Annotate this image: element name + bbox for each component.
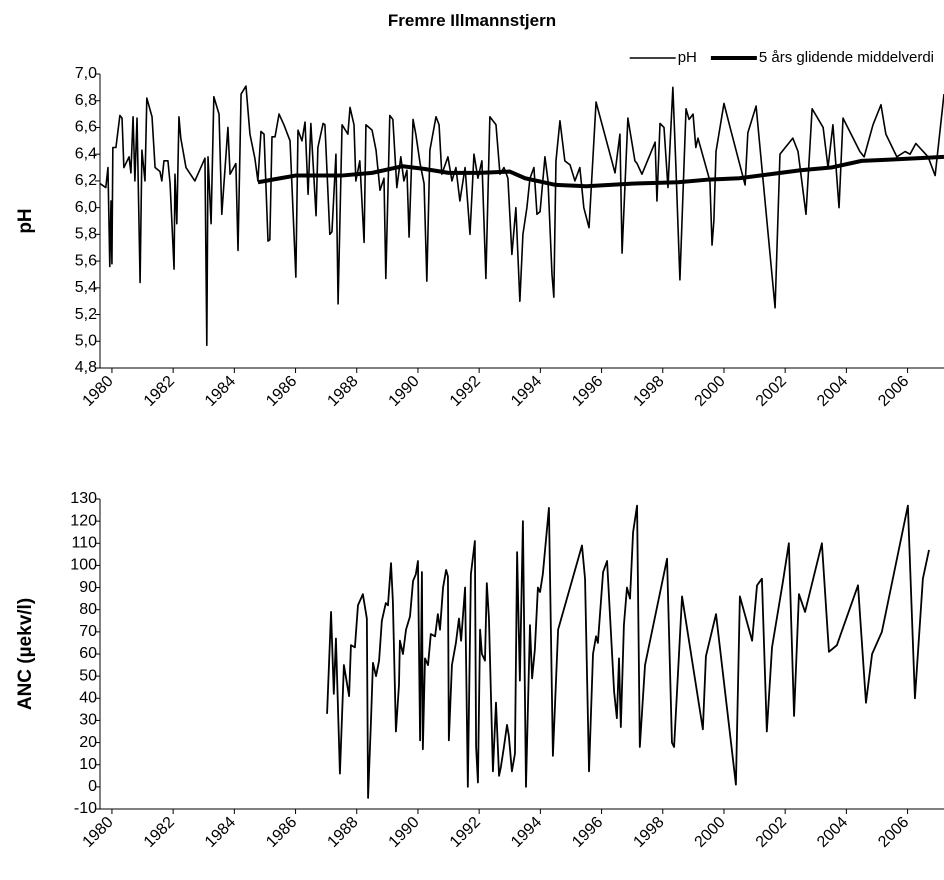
y-tick-label: 70 xyxy=(79,623,97,640)
x-tick-label: 2002 xyxy=(753,373,790,410)
y-tick-label: 4,8 xyxy=(75,359,97,376)
y-tick-label: 20 xyxy=(79,734,97,751)
y-tick-label: 5,0 xyxy=(75,332,97,349)
legend-label: 5 års glidende middelverdi xyxy=(759,49,934,66)
y-tick-label: 6,6 xyxy=(75,119,97,136)
y-tick-label: 6,4 xyxy=(75,145,97,162)
y-tick-label: 50 xyxy=(79,667,97,684)
x-tick-label: 1990 xyxy=(386,373,423,410)
x-tick-label: 1996 xyxy=(569,814,606,851)
x-tick-label: 1994 xyxy=(508,814,545,851)
y-tick-label: 5,6 xyxy=(75,252,97,269)
x-tick-label: 2006 xyxy=(875,373,912,410)
data-line xyxy=(100,85,944,347)
x-tick-label: 2000 xyxy=(692,814,729,851)
y-tick-label: 10 xyxy=(79,756,97,773)
x-tick-label: 1988 xyxy=(324,373,361,410)
y-tick-label: 6,0 xyxy=(75,199,97,216)
x-tick-label: 2002 xyxy=(753,814,790,851)
y-tick-label: 6,8 xyxy=(75,92,97,109)
data-line xyxy=(326,504,930,799)
x-tick-label: 2006 xyxy=(875,814,912,851)
x-tick-label: 1992 xyxy=(447,814,484,851)
chart-title: Fremre Illmannstjern xyxy=(388,11,556,30)
y-tick-label: 5,8 xyxy=(75,226,97,243)
x-tick-label: 1980 xyxy=(80,373,117,410)
x-tick-label: 1988 xyxy=(324,814,361,851)
y-tick-label: 130 xyxy=(70,490,97,507)
x-tick-label: 1980 xyxy=(80,814,117,851)
x-tick-label: 1982 xyxy=(141,814,178,851)
y-tick-label: 40 xyxy=(79,690,97,707)
x-tick-label: 1984 xyxy=(202,373,239,410)
y-axis-label: pH xyxy=(15,208,36,233)
x-tick-label: 1984 xyxy=(202,814,239,851)
y-tick-label: 120 xyxy=(70,512,97,529)
y-tick-label: 110 xyxy=(71,535,97,552)
x-tick-label: 1998 xyxy=(630,373,667,410)
y-tick-label: 0 xyxy=(88,778,97,795)
x-tick-label: 2000 xyxy=(692,373,729,410)
x-tick-label: 1998 xyxy=(630,814,667,851)
x-tick-label: 2004 xyxy=(814,373,851,410)
y-tick-label: 5,2 xyxy=(75,306,97,323)
y-tick-label: 80 xyxy=(79,601,97,618)
legend-label: pH xyxy=(678,49,697,66)
legend-background xyxy=(625,47,938,69)
y-tick-label: 7,0 xyxy=(75,65,97,82)
x-tick-label: 1994 xyxy=(508,373,545,410)
x-tick-label: 1992 xyxy=(447,373,484,410)
y-tick-label: 90 xyxy=(79,579,97,596)
data-line xyxy=(257,154,944,189)
x-tick-label: 1996 xyxy=(569,373,606,410)
x-tick-label: 1986 xyxy=(263,373,300,410)
x-tick-label: 1990 xyxy=(386,814,423,851)
y-tick-label: -10 xyxy=(74,800,97,817)
y-axis-label: ANC (µekv/l) xyxy=(15,598,36,710)
x-tick-label: 1982 xyxy=(141,373,178,410)
y-tick-label: 5,4 xyxy=(75,279,97,296)
y-tick-label: 100 xyxy=(70,557,97,574)
y-tick-label: 6,2 xyxy=(75,172,97,189)
legend: pH 5 års glidende middelverdi xyxy=(625,47,938,69)
x-tick-label: 2004 xyxy=(814,814,851,851)
y-tick-label: 30 xyxy=(79,712,97,729)
y-tick-label: 60 xyxy=(79,645,97,662)
x-tick-label: 1986 xyxy=(263,814,300,851)
